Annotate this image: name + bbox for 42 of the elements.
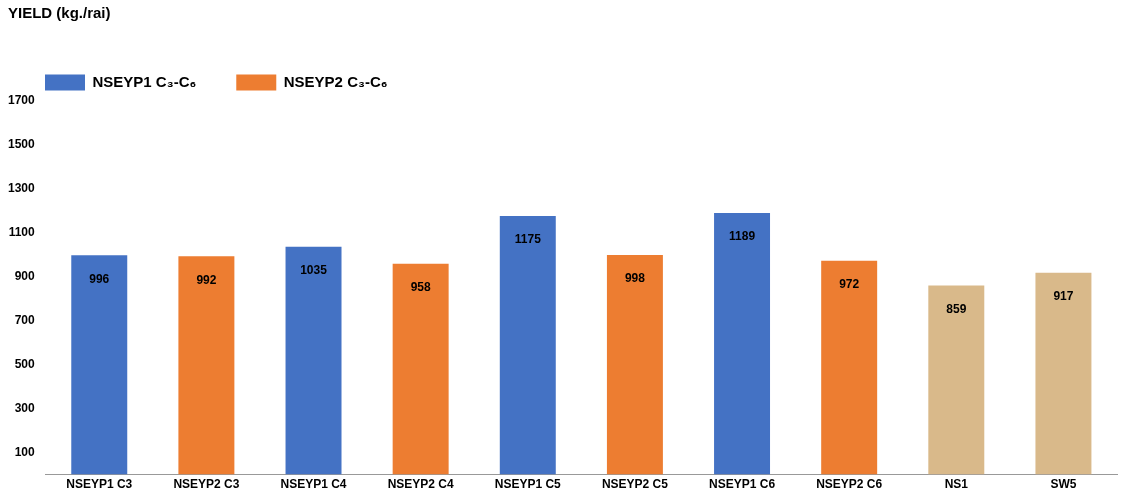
- data-label: 998: [624, 271, 646, 286]
- bar: [392, 263, 449, 475]
- bar: [821, 260, 878, 475]
- data-label: 972: [839, 276, 860, 291]
- x-tick-label: NSEYP2 C3: [173, 477, 240, 492]
- data-label: 958: [410, 280, 431, 295]
- x-tick-label: NSEYP1 C6: [709, 477, 776, 492]
- bar: [1035, 272, 1092, 475]
- text: YIELD (kg./rai): [8, 4, 111, 21]
- y-tick-label: 1500: [7, 136, 36, 151]
- bar: [178, 256, 235, 475]
- data-label: 1175: [514, 232, 542, 247]
- y-tick-label: 1100: [8, 224, 36, 239]
- data-label: 996: [89, 271, 110, 286]
- bar: [285, 246, 342, 475]
- data-label: 859: [946, 301, 967, 316]
- bar: [606, 254, 663, 475]
- y-tick-label: 700: [14, 312, 36, 327]
- x-tick-label: NSEYP2 C4: [387, 477, 454, 492]
- bar: [499, 215, 556, 475]
- x-tick-label: NSEYP2 C5: [601, 477, 669, 492]
- legend-label: NSEYP1 C₃-C₆: [92, 72, 197, 90]
- x-tick-label: NSEYP1 C3: [66, 477, 133, 492]
- x-tick-label: NSEYP1 C4: [280, 477, 347, 492]
- y-tick-label: 300: [14, 400, 36, 415]
- legend-label: NSEYP2 C₃-C₆: [283, 72, 388, 90]
- data-label: 1189: [729, 229, 756, 244]
- bar: [928, 285, 985, 475]
- y-tick-label: 1700: [7, 92, 36, 107]
- x-tick-label: SW5: [1050, 477, 1077, 492]
- bar: [71, 255, 128, 475]
- x-tick-label: NSEYP1 C5: [494, 477, 562, 492]
- y-tick-label: 1300: [7, 180, 36, 195]
- y-tick-label: 100: [14, 444, 36, 459]
- data-label: 992: [196, 272, 217, 287]
- y-tick-label: 500: [14, 356, 36, 371]
- y-tick-label: 900: [14, 268, 36, 283]
- data-label: 917: [1053, 289, 1074, 304]
- bar: [714, 212, 771, 475]
- data-label: 1035: [300, 263, 328, 278]
- x-tick-label: NSEYP2 C6: [816, 477, 883, 492]
- x-tick-label: NS1: [944, 477, 969, 492]
